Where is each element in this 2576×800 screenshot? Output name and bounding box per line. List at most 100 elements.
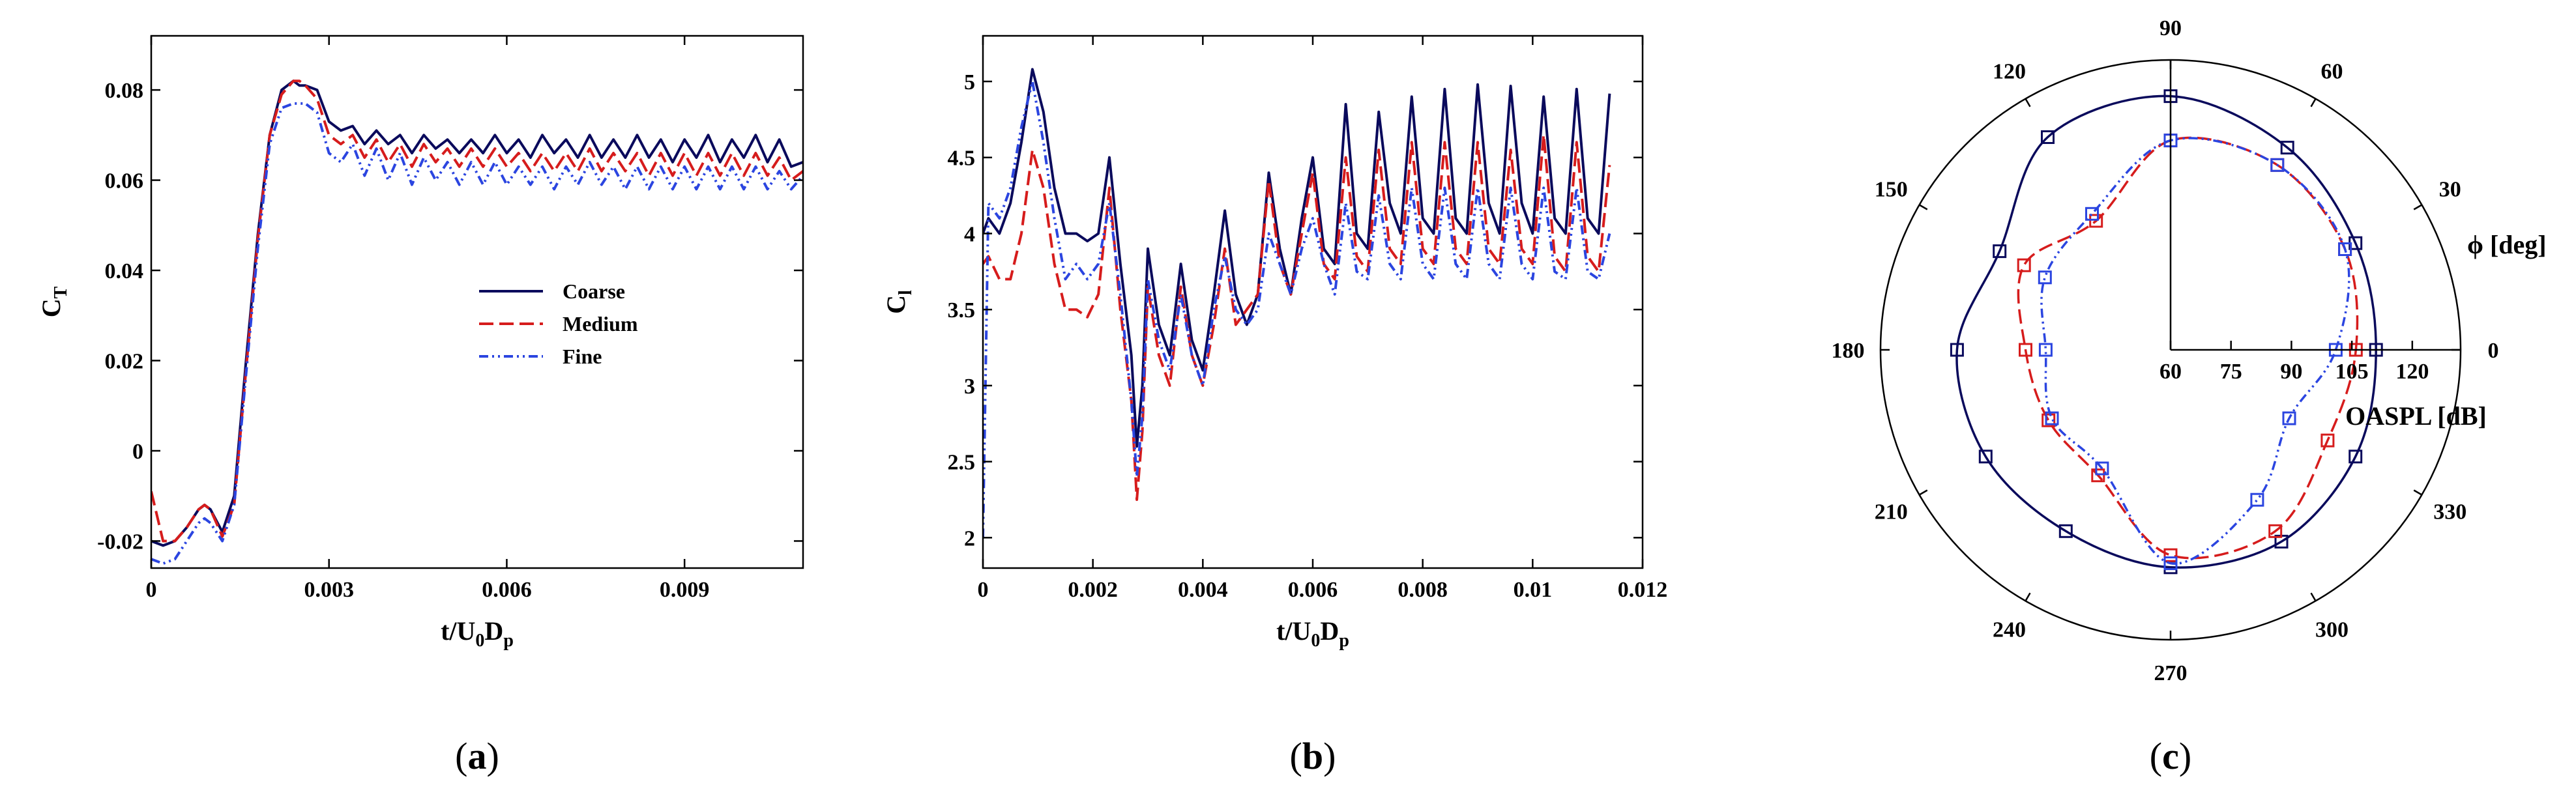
panel-a-x-axis-label: t/U0Dp xyxy=(441,616,514,651)
panel-c-marker-coarse xyxy=(2280,141,2294,155)
panel-b-y-tick-label: 4.5 xyxy=(948,147,976,171)
panel-c-angle-tick-mark xyxy=(2413,489,2423,496)
panel-c-marker-fine xyxy=(2338,242,2352,256)
panel-c-marker-medium xyxy=(2019,343,2032,357)
panel-c-angle-tick-label: 150 xyxy=(1875,178,1908,202)
panel-c-marker-medium xyxy=(2089,214,2103,228)
panel-c-angle-tick-label: 180 xyxy=(1832,339,1865,363)
panel-b-y-tick-label: 2 xyxy=(964,526,975,550)
legend-label-fine: Fine xyxy=(563,345,602,368)
panel-b-x-tick-label: 0 xyxy=(978,578,989,602)
panel-b-x-tick-label: 0.006 xyxy=(1288,578,1338,602)
panel-c-angle-tick-label: 120 xyxy=(1993,59,2026,83)
panel-c-marker-coarse xyxy=(1950,343,1964,357)
panel-c-marker-fine xyxy=(2250,493,2264,507)
panel-b-x-tick-label: 0.012 xyxy=(1618,578,1668,602)
panel-b-caption: (b) xyxy=(1290,735,1336,777)
panel-b-y-tick-label: 3 xyxy=(964,375,975,399)
panel-c-series-fine xyxy=(2040,137,2350,565)
panel-b-y-tick-label: 3.5 xyxy=(948,298,976,322)
panel-c-angle-tick-mark xyxy=(2025,98,2031,107)
panel-c-marker-medium xyxy=(2091,468,2105,483)
panel-c-marker-medium xyxy=(2320,433,2335,448)
panel-c-angle-tick-label: 240 xyxy=(1993,618,2026,642)
panel-c-radial-tick-label: 60 xyxy=(2159,360,2182,384)
panel-c-marker-fine xyxy=(2282,411,2296,425)
panel-c-series-coarse xyxy=(1955,94,2377,569)
panel-b-plot-frame xyxy=(982,35,1644,569)
panel-c-polar-chart: 60 75 90 105 120 0 30 60 90 120 150 180 210 240 270 30… xyxy=(1832,16,2547,777)
panel-c-marker-medium xyxy=(2042,413,2056,427)
panel-c-angle-tick-mark xyxy=(1918,204,1928,210)
panel-a-x-tick-label: 0 xyxy=(146,578,157,602)
panel-a-y-tick-label: 0.04 xyxy=(105,259,144,283)
panel-c-angle-tick-mark xyxy=(2310,592,2317,602)
panel-a-y-tick-label: -0.02 xyxy=(97,530,143,554)
panel-c-series-medium xyxy=(2017,136,2359,560)
panel-b-series-coarse xyxy=(983,68,1611,448)
panel-b-chart: 0 0.002 0.004 0.006 0.008 0.01 0.012 2 2.5 3 3.5 4 4… xyxy=(881,35,1668,777)
panel-c-caption: (c) xyxy=(2150,735,2191,777)
panel-c-marker-fine xyxy=(2085,207,2099,221)
panel-c-marker-coarse xyxy=(2349,450,2363,464)
panel-a-y-tick-label: 0.02 xyxy=(105,350,144,374)
panel-b-x-tick-label: 0.01 xyxy=(1514,578,1553,602)
panel-a-y-tick-label: 0 xyxy=(132,440,143,464)
panel-c-marker-fine xyxy=(2095,461,2109,476)
panel-c-angle-tick-mark xyxy=(2025,592,2031,602)
panel-c-angle-tick-label: 300 xyxy=(2315,618,2349,642)
panel-c-angle-tick-mark xyxy=(2310,98,2317,107)
panel-c-angle-tick-label: 30 xyxy=(2439,178,2461,202)
panel-b-y-tick-label: 2.5 xyxy=(948,451,976,475)
panel-a-caption: (a) xyxy=(455,735,499,777)
panel-b-series-fine xyxy=(983,80,1611,538)
legend-label-coarse: Coarse xyxy=(563,279,625,303)
panel-c-marker-fine xyxy=(2038,270,2052,285)
panel-b-x-tick-label: 0.002 xyxy=(1068,578,1118,602)
panel-c-marker-fine xyxy=(2270,158,2285,172)
legend-label-medium: Medium xyxy=(563,312,638,336)
panel-b-x-axis-label: t/U0Dp xyxy=(1276,616,1349,651)
panel-a-x-tick-label: 0.009 xyxy=(660,578,710,602)
panel-c-marker-medium xyxy=(2017,258,2031,272)
panel-c-radial-tick-label: 105 xyxy=(2335,360,2369,384)
panel-a-y-tick-label: 0.06 xyxy=(105,169,144,193)
panel-c-marker-fine xyxy=(2038,343,2053,357)
panel-c-angle-axis-label: ϕ [deg] xyxy=(2467,230,2547,259)
panel-a-series-coarse xyxy=(151,79,803,547)
panel-b-y-axis-label: Cl xyxy=(881,290,916,314)
panel-c-angle-tick-label: 0 xyxy=(2488,339,2499,363)
panel-c-radial-tick-label: 75 xyxy=(2220,360,2242,384)
panel-c-marker-coarse xyxy=(2041,130,2055,144)
panel-b-y-tick-label: 4 xyxy=(964,222,975,246)
panel-c-angle-tick-label: 330 xyxy=(2433,500,2466,524)
panel-c-angle-tick-label: 210 xyxy=(1875,500,1908,524)
panel-c-angle-tick-label: 90 xyxy=(2159,16,2182,40)
panel-c-radial-tick-label: 90 xyxy=(2280,360,2302,384)
panel-c-radial-tick-label: 120 xyxy=(2395,360,2429,384)
panel-c-marker-medium xyxy=(2268,524,2283,538)
panel-a-y-axis-label: CT xyxy=(37,286,71,317)
panel-c-marker-fine xyxy=(2045,411,2059,425)
panel-a-y-tick-label: 0.08 xyxy=(105,79,144,103)
panel-b-x-tick-label: 0.004 xyxy=(1178,578,1228,602)
panel-a-x-tick-label: 0.003 xyxy=(304,578,354,602)
panel-c-marker-coarse xyxy=(2058,524,2073,538)
panel-c-angle-tick-mark xyxy=(1918,489,1928,496)
panel-c-angle-tick-label: 270 xyxy=(2154,661,2188,685)
panel-b-x-tick-label: 0.008 xyxy=(1398,578,1448,602)
panel-c-radial-axis-label: OASPL [dB] xyxy=(2345,401,2487,431)
panel-a-x-tick-label: 0.006 xyxy=(482,578,532,602)
panel-b-series-medium xyxy=(983,133,1611,501)
panel-c-angle-tick-mark xyxy=(2413,204,2423,210)
panel-a-plot-frame xyxy=(150,35,804,569)
panel-c-marker-fine xyxy=(2163,556,2178,571)
panel-c-marker-coarse xyxy=(1993,244,2007,259)
panel-c-marker-medium xyxy=(2163,548,2178,562)
panel-c-angle-tick-label: 60 xyxy=(2321,59,2343,83)
panel-a-series-medium xyxy=(151,79,803,543)
panel-b-y-tick-label: 5 xyxy=(964,70,975,94)
panel-c-marker-coarse xyxy=(1978,450,1993,464)
